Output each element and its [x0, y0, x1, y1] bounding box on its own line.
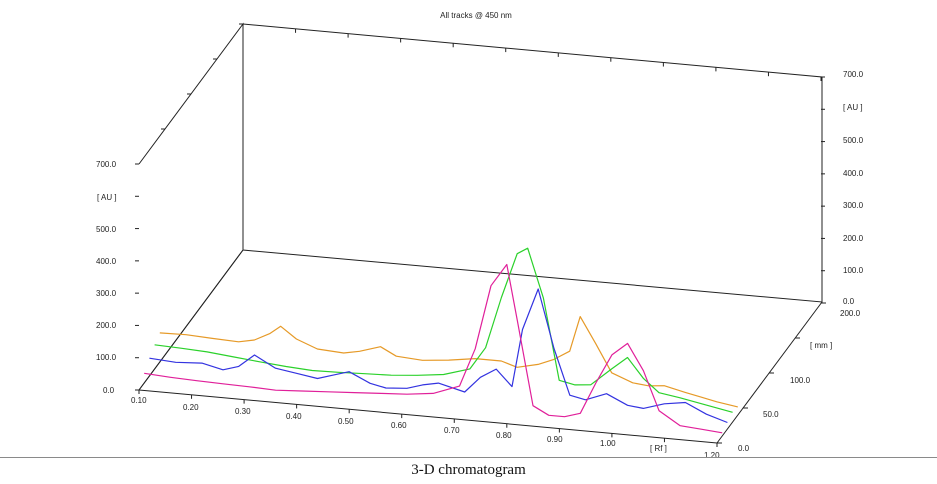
rf-axis-label: [ Rf ]	[650, 444, 667, 453]
track-trace-3	[149, 288, 728, 424]
right-y-axis-label: [ AU ]	[843, 103, 863, 112]
figure-caption: 3-D chromatogram	[411, 462, 526, 478]
left-y-axis-label: [ AU ]	[97, 193, 117, 202]
rf-tick-1.20: 1.20	[704, 451, 720, 460]
depth-axis-label: [ mm ]	[810, 341, 832, 350]
right-y-tick-700: 700.0	[843, 70, 864, 79]
depth-tick-100: 100.0	[790, 376, 811, 385]
left-y-tick-700: 700.0	[96, 160, 117, 169]
right-y-tick-400: 400.0	[843, 169, 864, 178]
traces-group	[144, 247, 738, 434]
chart-title: All tracks @ 450 nm	[440, 11, 512, 20]
caption-divider	[0, 457, 937, 458]
back-wall-frame	[242, 23, 823, 303]
left-y-tick-0: 0.0	[103, 386, 115, 395]
right-y-tick-300: 300.0	[843, 201, 864, 210]
track-trace-1	[159, 316, 738, 408]
rf-tick-0.20: 0.20	[183, 403, 199, 412]
rf-axis-line	[138, 389, 718, 444]
left-y-tick-400: 400.0	[96, 257, 117, 266]
track-trace-2	[154, 247, 733, 413]
depth-tick-200: 200.0	[840, 309, 861, 318]
rf-tick-0.70: 0.70	[444, 426, 460, 435]
rf-tick-0.10: 0.10	[131, 396, 147, 405]
depth-tick-50: 50.0	[763, 410, 779, 419]
floor-left-edge	[138, 249, 244, 391]
rf-tick-0.80: 0.80	[496, 431, 512, 440]
rf-tick-1.00: 1.00	[600, 439, 616, 448]
axis-ticks	[135, 23, 826, 447]
right-y-tick-500: 500.0	[843, 136, 864, 145]
right-y-tick-0: 0.0	[843, 297, 855, 306]
left-y-tick-500: 500.0	[96, 225, 117, 234]
rf-tick-0.50: 0.50	[338, 417, 354, 426]
left-y-tick-100: 100.0	[96, 353, 117, 362]
track-trace-4	[144, 263, 723, 434]
right-y-tick-100: 100.0	[843, 266, 864, 275]
left-y-tick-200: 200.0	[96, 321, 117, 330]
right-y-tick-200: 200.0	[843, 234, 864, 243]
rf-tick-0.40: 0.40	[286, 412, 302, 421]
rf-tick-0.90: 0.90	[547, 435, 563, 444]
left-y-tick-300: 300.0	[96, 289, 117, 298]
depth-tick-0: 0.0	[738, 444, 750, 453]
rf-tick-0.30: 0.30	[235, 407, 251, 416]
rf-tick-0.60: 0.60	[391, 421, 407, 430]
